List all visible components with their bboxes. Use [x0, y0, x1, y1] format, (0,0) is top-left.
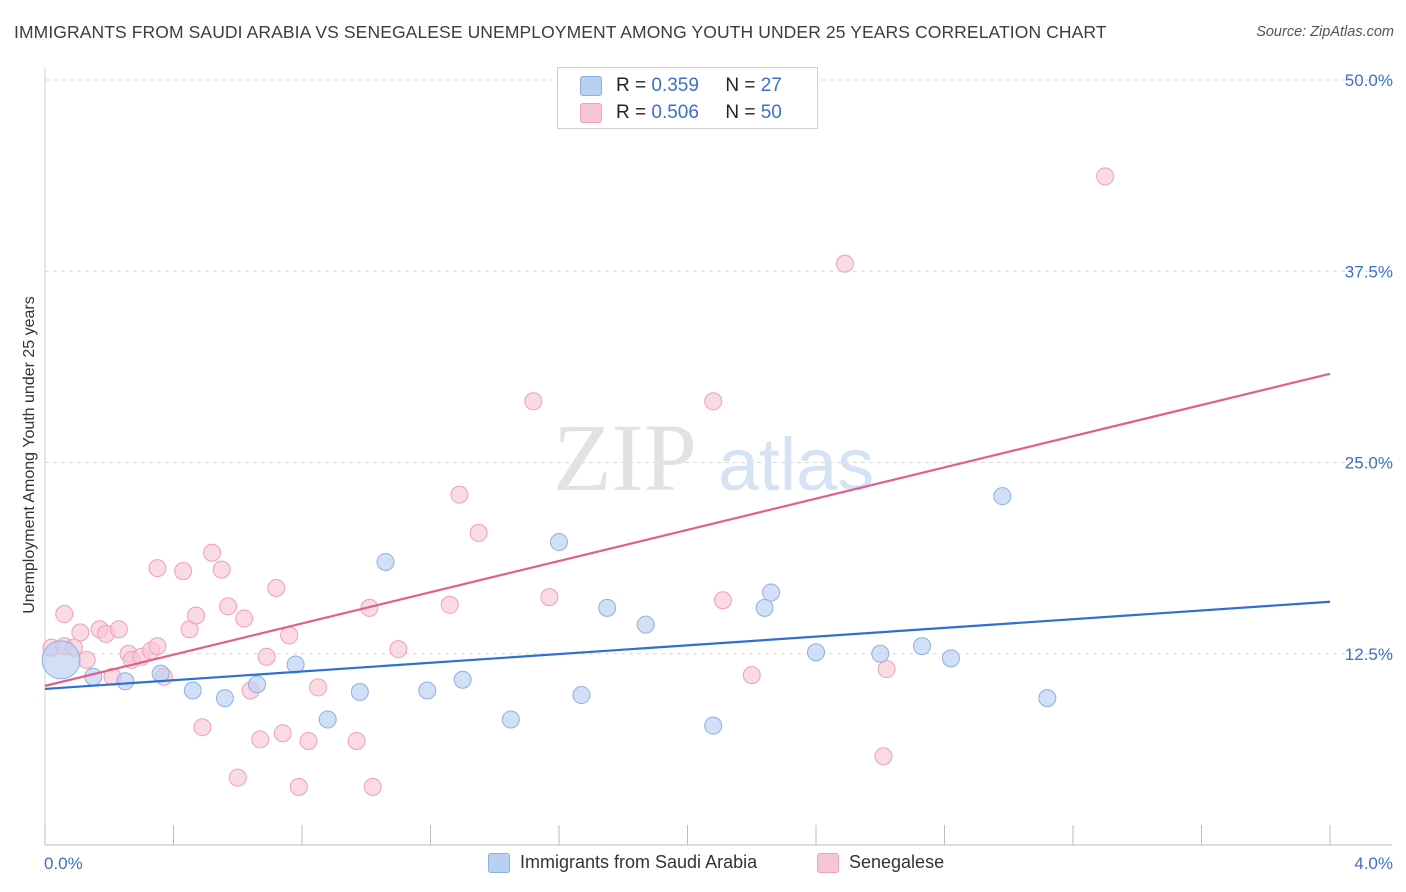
grid-lines: [45, 79, 1392, 655]
saudi-arabia-point: [913, 637, 932, 656]
senegalese-point: [289, 777, 308, 796]
senegalese-point: [193, 718, 212, 737]
saudi-arabia-point: [350, 683, 369, 701]
x-tick-label: 4.0%: [1354, 854, 1393, 873]
senegalese-trend-line: [44, 372, 1331, 687]
saudi-arabia-point: [248, 675, 267, 694]
senegalese-point: [228, 768, 247, 787]
senegalese-point: [148, 559, 167, 578]
series-legend: Immigrants from Saudi Arabia Senegalese: [0, 852, 1406, 878]
saudi-arabia-point: [762, 583, 781, 602]
senegalese-point: [363, 777, 382, 796]
saudi-arabia-point: [215, 689, 234, 708]
watermark-zip: ZIP: [553, 404, 697, 511]
saudi-arabia-point: [501, 710, 520, 729]
y-tick-label: 12.5%: [1345, 645, 1393, 664]
senegalese-point: [524, 392, 543, 411]
series-legend-label: Senegalese: [849, 852, 945, 872]
senegalese-point: [874, 747, 893, 766]
legend-swatch-pink: [580, 103, 602, 123]
saudi-arabia-point: [755, 598, 774, 617]
senegalese-point: [273, 724, 292, 743]
senegalese-point: [309, 678, 328, 697]
y-tick-label: 50.0%: [1345, 71, 1393, 90]
senegalese-point: [713, 591, 732, 610]
legend-r-value: 0.359: [651, 75, 699, 96]
legend-r-value: 0.506: [651, 102, 699, 123]
saudi-arabia-point: [807, 643, 825, 662]
series-legend-senegalese: Senegalese: [817, 852, 944, 873]
saudi-arabia-trend-line: [44, 600, 1331, 691]
legend-r-label: R =: [616, 75, 647, 96]
legend-n-value: 27: [760, 75, 782, 96]
senegalese-point: [540, 588, 559, 607]
series-legend-label: Immigrants from Saudi Arabia: [520, 852, 758, 872]
saudi-arabia-point: [704, 716, 723, 735]
saudi-arabia-point: [41, 640, 81, 680]
legend-n-label: N =: [725, 75, 756, 96]
legend-r-label: R =: [616, 102, 647, 123]
senegalese-point: [267, 578, 286, 597]
saudi-arabia-point: [572, 686, 591, 705]
y-tick-label: 37.5%: [1345, 262, 1393, 281]
senegalese-point: [186, 606, 205, 625]
senegalese-point: [299, 731, 318, 750]
senegalese-point: [835, 254, 854, 273]
saudi-arabia-point: [941, 649, 960, 668]
saudi-arabia-point: [598, 598, 617, 617]
senegalese-point: [704, 392, 723, 411]
series-swatch-blue: [488, 852, 510, 873]
senegalese-point: [219, 597, 238, 616]
senegalese-point: [742, 666, 761, 685]
legend-n-value: 50: [760, 102, 782, 123]
saudi-arabia-point: [116, 672, 135, 691]
senegalese-point: [450, 485, 469, 504]
saudi-arabia-point: [286, 655, 305, 674]
senegalese-point: [109, 620, 128, 639]
chart-title: IMMIGRANTS FROM SAUDI ARABIA VS SENEGALE…: [14, 22, 1107, 42]
senegalese-point: [389, 640, 408, 659]
senegalese-point: [257, 647, 276, 666]
legend-n-label: N =: [725, 102, 756, 123]
senegalese-point: [280, 626, 299, 645]
watermark: ZIP atlas: [553, 404, 874, 511]
series-legend-saudi-arabia: Immigrants from Saudi Arabia: [488, 852, 757, 873]
saudi-arabia-point: [376, 552, 395, 571]
senegalese-point: [347, 731, 366, 750]
saudi-arabia-point: [550, 533, 568, 552]
watermark-atlas: atlas: [718, 423, 874, 506]
senegalese-point: [71, 623, 90, 642]
legend-swatch-blue: [580, 76, 602, 96]
source-label: Source: ZipAtlas.com: [1256, 24, 1394, 40]
senegalese-point: [469, 523, 488, 542]
senegalese-point: [440, 595, 459, 614]
saudi-arabia-point: [453, 670, 472, 689]
senegalese-point: [1096, 167, 1115, 186]
series-swatch-pink: [817, 852, 839, 873]
saudi-arabia-point: [1038, 689, 1057, 708]
saudi-arabia-point: [183, 681, 202, 700]
correlation-legend: R = 0.359 N = 27 R = 0.506 N = 50: [557, 67, 818, 129]
senegalese-point: [174, 562, 193, 581]
trend-lines: [44, 372, 1331, 691]
senegalese-point: [55, 604, 74, 623]
senegalese-point: [148, 637, 167, 656]
senegalese-point: [77, 650, 96, 669]
saudi-arabia-point: [418, 681, 437, 700]
x-tick-label: 0.0%: [44, 854, 83, 873]
saudi-arabia-point: [318, 710, 337, 729]
y-tick-label: 25.0%: [1345, 454, 1393, 473]
senegalese-point: [251, 730, 270, 749]
saudi-arabia-points: [41, 487, 1057, 735]
saudi-arabia-point: [636, 615, 655, 634]
senegalese-point: [203, 543, 222, 562]
axes: [44, 68, 1392, 846]
saudi-arabia-point: [871, 644, 890, 663]
tick-labels: 12.5% 25.0% 37.5% 50.0% 0.0% 4.0%: [44, 71, 1393, 873]
saudi-arabia-point: [993, 487, 1012, 506]
senegalese-point: [877, 660, 896, 679]
senegalese-point: [235, 609, 254, 628]
senegalese-point: [212, 560, 231, 579]
